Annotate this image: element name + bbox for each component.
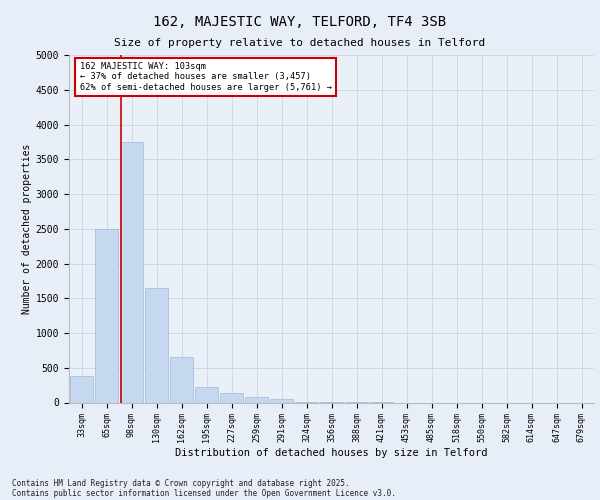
Text: Contains public sector information licensed under the Open Government Licence v3: Contains public sector information licen…: [12, 488, 396, 498]
Bar: [95, 229, 118, 402]
Text: 162 MAJESTIC WAY: 103sqm
← 37% of detached houses are smaller (3,457)
62% of sem: 162 MAJESTIC WAY: 103sqm ← 37% of detach…: [79, 62, 331, 92]
Bar: [245, 398, 268, 402]
X-axis label: Distribution of detached houses by size in Telford: Distribution of detached houses by size …: [175, 448, 488, 458]
Text: Size of property relative to detached houses in Telford: Size of property relative to detached ho…: [115, 38, 485, 48]
Bar: [195, 387, 218, 402]
Text: Contains HM Land Registry data © Crown copyright and database right 2025.: Contains HM Land Registry data © Crown c…: [12, 478, 350, 488]
Bar: [270, 399, 293, 402]
Bar: [70, 376, 93, 402]
Y-axis label: Number of detached properties: Number of detached properties: [22, 144, 32, 314]
Bar: [145, 288, 168, 403]
Text: 162, MAJESTIC WAY, TELFORD, TF4 3SB: 162, MAJESTIC WAY, TELFORD, TF4 3SB: [154, 15, 446, 29]
Bar: [170, 358, 193, 403]
Bar: [120, 142, 143, 403]
Bar: [220, 394, 243, 402]
